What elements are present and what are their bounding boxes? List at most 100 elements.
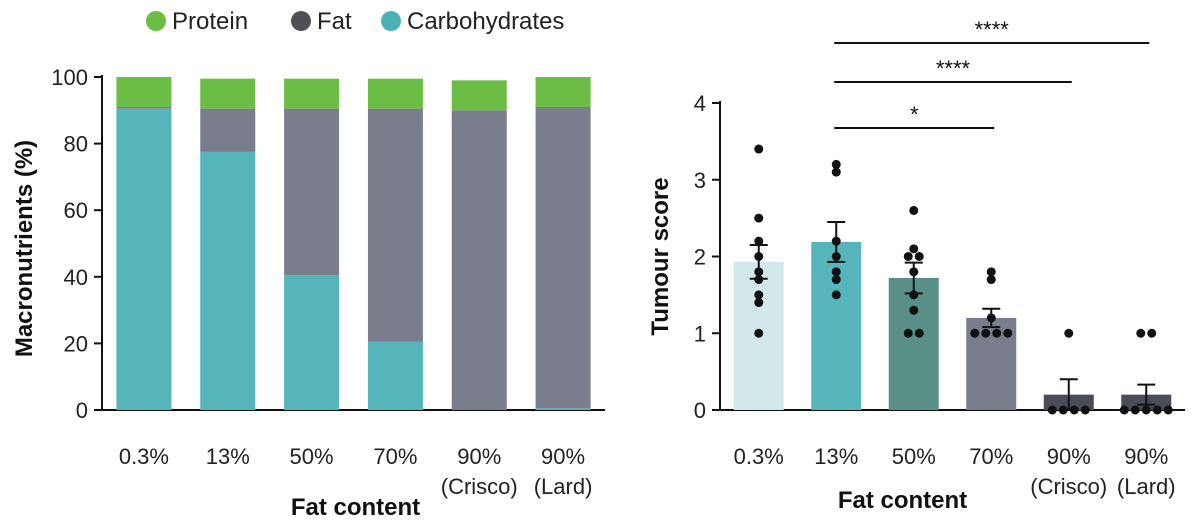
right-x-tick-label-line-0: 0.3%: [734, 444, 784, 469]
left-y-tick-label: 20: [64, 331, 88, 356]
left-x-tick-label-line-0: 70%: [373, 444, 417, 469]
data-point: [1064, 328, 1074, 338]
left-x-axis-title: Fat content: [291, 494, 420, 521]
right-x-axis-title: Fat content: [838, 487, 967, 514]
data-point: [754, 290, 764, 300]
data-point: [986, 267, 996, 277]
data-point: [754, 328, 764, 338]
bar-segment-protein: [284, 78, 340, 109]
left-y-tick-label: 60: [64, 198, 88, 223]
legend-swatch-protein: [146, 11, 166, 31]
data-point: [1069, 405, 1079, 415]
left-x-tick-label: 13%: [206, 444, 250, 469]
right-y-tick-label: 3: [694, 168, 706, 193]
significance-label: ****: [975, 17, 1010, 42]
data-point: [903, 252, 913, 261]
bar-segment-fat: [116, 106, 172, 109]
bar-segment-carbohydrates: [367, 341, 423, 410]
bar-segment-protein: [116, 77, 172, 107]
left-y-tick-label: 80: [64, 132, 88, 157]
data-point: [909, 290, 919, 300]
data-point: [909, 244, 919, 254]
left-x-tick-label-line-0: 13%: [206, 444, 250, 469]
right-x-tick-label-line-0: 70%: [969, 444, 1013, 469]
legend: Protein Fat Carbohydrates: [146, 8, 564, 35]
significance-label: ****: [936, 56, 971, 81]
data-point: [754, 236, 764, 246]
data-point: [986, 313, 996, 323]
data-point: [831, 275, 841, 285]
bar-segment-protein: [535, 77, 591, 107]
data-point: [754, 298, 764, 308]
legend-item-fat: Fat: [291, 8, 352, 35]
bar-segment-carbohydrates: [535, 408, 591, 410]
data-point: [1119, 405, 1129, 415]
right-y-tick-label: 1: [694, 321, 706, 346]
right-x-tick-label: 0.3%: [734, 444, 784, 469]
data-point: [992, 328, 1002, 338]
legend-label-carbohydrates: Carbohydrates: [407, 8, 564, 35]
data-point: [914, 328, 924, 338]
right-y-tick-label: 4: [694, 91, 706, 116]
right-x-tick-label: 90% (Lard): [1117, 444, 1176, 499]
left-x-tick-label-line-1: (Crisco): [441, 474, 518, 499]
bar-segment-fat: [451, 110, 507, 411]
bar-segment-protein: [200, 78, 256, 109]
left-x-tick-label: 90% (Lard): [534, 444, 593, 499]
data-point: [1047, 405, 1057, 415]
right-x-tick-label: 13%: [814, 444, 858, 469]
legend-label-fat: Fat: [317, 8, 352, 35]
right-x-tick-label-line-1: (Crisco): [1030, 474, 1107, 499]
data-point: [754, 275, 764, 285]
data-point: [1130, 405, 1140, 415]
data-point: [909, 267, 919, 277]
data-point: [909, 305, 919, 315]
right-x-tick-label: 70%: [969, 444, 1013, 469]
right-y-tick-label: 2: [694, 245, 706, 270]
data-point: [831, 290, 841, 300]
data-point: [831, 267, 841, 277]
bar-segment-carbohydrates: [116, 108, 172, 410]
data-point: [754, 213, 764, 223]
left-x-tick-label: 0.3%: [119, 444, 169, 469]
data-point: [754, 144, 764, 154]
data-point: [831, 159, 841, 169]
legend-item-carbohydrates: Carbohydrates: [381, 8, 564, 35]
data-point: [903, 328, 913, 338]
bar-segment-fat: [367, 108, 423, 342]
right-x-tick-label: 90% (Crisco): [1030, 444, 1107, 499]
macronutrient-chart: 0 20 40 60 80 100 Fat content Macronutrients (%…: [11, 65, 605, 521]
data-point: [1080, 405, 1090, 415]
data-point: [981, 328, 991, 338]
bar-segment-protein: [367, 78, 423, 109]
left-x-tick-label-line-0: 90%: [457, 444, 501, 469]
data-point: [1136, 328, 1146, 338]
bar-segment-fat: [284, 108, 340, 276]
bar-segment-carbohydrates: [284, 275, 340, 410]
data-point: [754, 252, 764, 261]
data-point: [909, 205, 919, 215]
right-x-tick-label-line-0: 50%: [892, 444, 936, 469]
data-point: [1147, 328, 1157, 338]
data-point: [1003, 328, 1013, 338]
right-x-tick-label-line-0: 13%: [814, 444, 858, 469]
bar-segment-carbohydrates: [200, 151, 256, 411]
legend-label-protein: Protein: [172, 8, 248, 35]
data-point: [1141, 405, 1151, 415]
data-point: [1163, 405, 1173, 415]
right-x-tick-label-line-1: (Lard): [1117, 474, 1176, 499]
left-y-tick-label: 0: [76, 398, 88, 423]
bar-segment-fat: [535, 106, 591, 409]
data-point: [831, 167, 841, 177]
left-x-tick-label-line-1: (Lard): [534, 474, 593, 499]
data-point: [831, 252, 841, 261]
right-x-tick-label: 50%: [892, 444, 936, 469]
data-point: [1058, 405, 1068, 415]
bar-segment-protein: [451, 80, 507, 111]
data-point: [831, 236, 841, 246]
data-point: [986, 275, 996, 285]
bar-segment-fat: [200, 108, 256, 152]
